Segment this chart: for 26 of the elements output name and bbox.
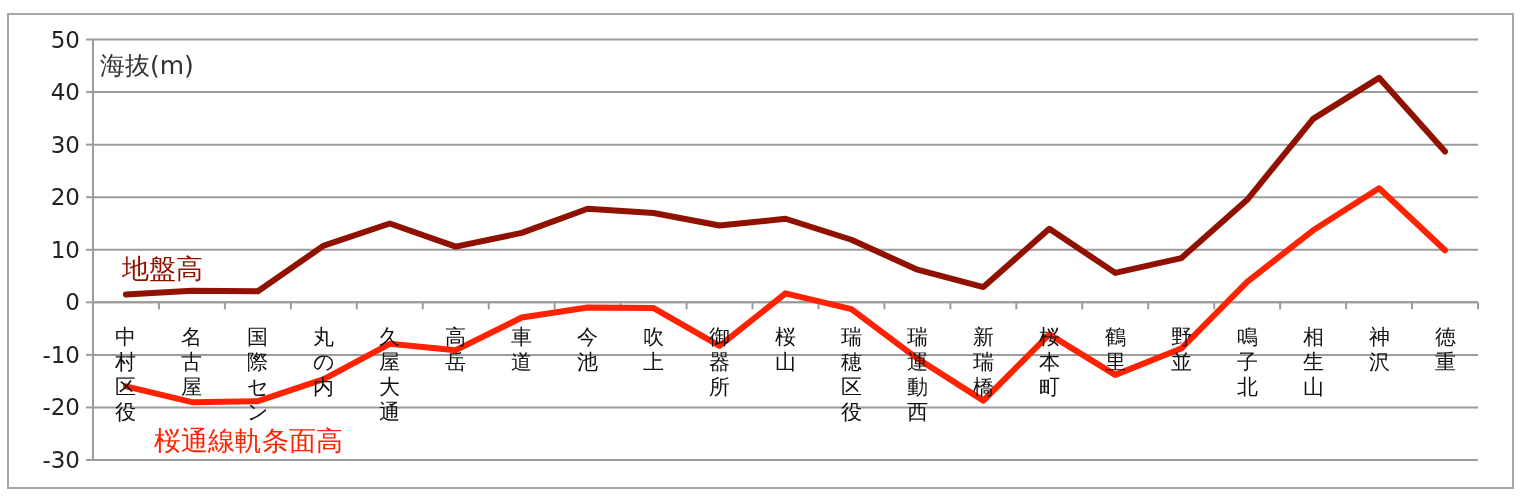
- x-tick-label: 鶴里: [1104, 325, 1126, 375]
- x-tick-label: 丸の内: [312, 325, 335, 400]
- y-tick-label: 0: [65, 289, 80, 316]
- x-tick-label: 吹上: [643, 325, 665, 375]
- x-tick-label: 相生山: [1302, 325, 1324, 400]
- y-tick-label: 30: [50, 131, 80, 158]
- x-tick-label: 名古屋: [181, 325, 203, 400]
- x-tick-label: 野並: [1170, 325, 1192, 375]
- y-tick-label: -30: [42, 447, 80, 473]
- y-tick-label: -10: [42, 341, 80, 368]
- y-axis-title: 海抜(m): [100, 50, 194, 80]
- x-tick-label: 瑞穂区役: [840, 325, 862, 425]
- x-tick-label: 高岳: [445, 325, 467, 375]
- y-tick-label: 40: [50, 79, 80, 106]
- x-tick-label: 神沢: [1368, 325, 1390, 375]
- y-tick-label: 10: [50, 236, 80, 263]
- x-tick-label: 新瑞橋: [972, 325, 994, 400]
- x-tick-label: 国際セン: [246, 325, 269, 425]
- x-tick-label: 徳重: [1434, 325, 1456, 375]
- y-tick-label: -20: [42, 394, 80, 421]
- y-tick-label: 20: [50, 184, 80, 211]
- y-tick-label: 50: [50, 26, 80, 53]
- x-tick-label: 桜山: [775, 325, 796, 375]
- x-tick-label: 鳴子北: [1236, 325, 1258, 400]
- x-tick-label: 今池: [577, 325, 599, 375]
- x-tick-label: 車道: [511, 325, 533, 375]
